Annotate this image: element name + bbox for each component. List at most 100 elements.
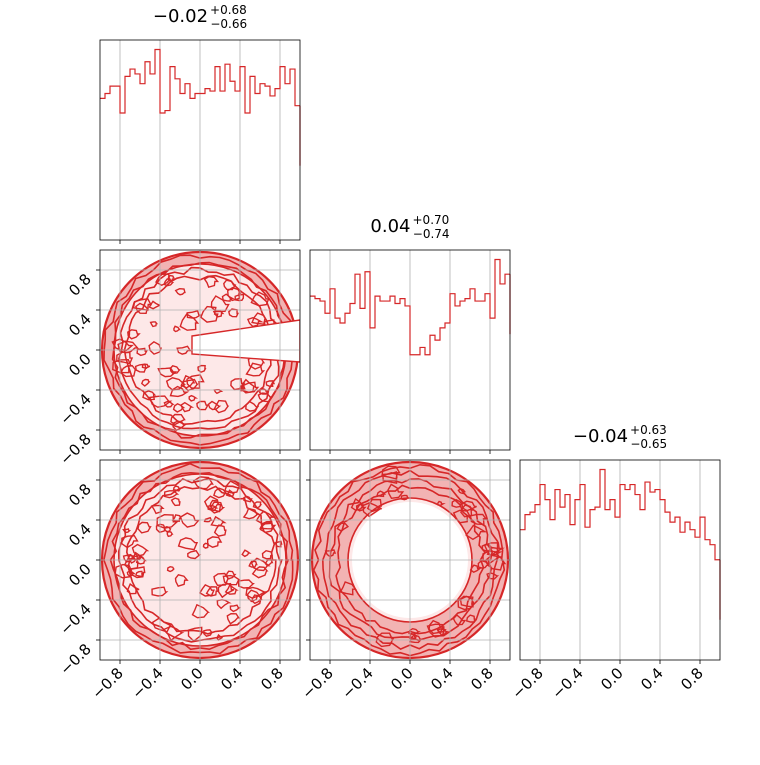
panel-title: −0.04 +0.63 −0.65 bbox=[573, 423, 667, 451]
contour-blob bbox=[122, 553, 136, 563]
contour-blob bbox=[324, 549, 337, 558]
y-tick-label: −0.4 bbox=[56, 390, 94, 428]
contour-blob bbox=[187, 549, 202, 560]
contour-line bbox=[103, 462, 294, 655]
contour-blob bbox=[465, 524, 488, 541]
contour-blob bbox=[203, 629, 214, 637]
contour-blob bbox=[339, 581, 357, 596]
contour-blob bbox=[129, 557, 138, 564]
y-tick-label: 0.0 bbox=[65, 560, 95, 590]
histogram-panel-1: 0.04 +0.70 −0.74 bbox=[309, 213, 511, 454]
contour-blob bbox=[205, 586, 219, 597]
title-value: −0.04 bbox=[573, 426, 628, 447]
contour-line bbox=[103, 254, 295, 446]
histogram-panel-2: −0.8 −0.4 0.0 0.4 0.8 −0.04 +0.63 −0.65 bbox=[508, 423, 721, 703]
contour-blob bbox=[376, 490, 387, 498]
contour-blob bbox=[486, 572, 500, 580]
contour-blob bbox=[170, 497, 181, 507]
contour-line bbox=[118, 266, 285, 430]
contour-blob bbox=[172, 485, 182, 492]
contour-blob bbox=[150, 504, 165, 515]
x-tick-label: 0.0 bbox=[597, 664, 627, 694]
contour-blob bbox=[210, 295, 230, 313]
contour-blob bbox=[245, 586, 267, 599]
contour-blob bbox=[134, 363, 147, 373]
contour-blob bbox=[177, 537, 199, 551]
contour-blob bbox=[252, 501, 263, 509]
contour-blob bbox=[182, 378, 199, 392]
contour-blob bbox=[250, 557, 271, 572]
contour-blob bbox=[163, 490, 180, 499]
contour-blob bbox=[179, 512, 201, 528]
x-tick-label: −0.8 bbox=[298, 664, 336, 702]
contour-panel-0: −0.8−0.4 0.0 0.4 0.8 bbox=[56, 249, 301, 469]
contour-blob bbox=[457, 488, 467, 495]
contour-blob bbox=[245, 400, 260, 412]
contour-blob bbox=[170, 413, 186, 426]
contour-line bbox=[125, 485, 277, 635]
histogram-step bbox=[310, 258, 510, 356]
contour-blob bbox=[213, 487, 228, 499]
title-lower-error: −0.66 bbox=[210, 17, 247, 31]
contour-blob bbox=[191, 603, 210, 619]
contour-blob bbox=[366, 498, 382, 513]
contour-blob bbox=[213, 524, 227, 537]
contour-blob bbox=[408, 634, 423, 644]
title-value: −0.02 bbox=[153, 6, 208, 27]
x-tick-label: 0.4 bbox=[217, 664, 247, 694]
contour-blob bbox=[241, 549, 252, 558]
contour-blob bbox=[362, 502, 382, 518]
contour-line bbox=[123, 274, 275, 426]
contour-blob bbox=[451, 498, 464, 508]
contour-blob bbox=[242, 507, 260, 520]
x-tick-label: 0.8 bbox=[257, 664, 287, 694]
contour-panel-1: −0.8 −0.4 0.0 0.4 0.8−0.8−0.40.00.40.8 bbox=[56, 459, 301, 703]
y-tick-label: 0.4 bbox=[65, 520, 95, 550]
y-tick-label: −0.4 bbox=[56, 600, 94, 638]
contour-blob bbox=[210, 515, 227, 527]
y-tick-label: 0.8 bbox=[65, 480, 95, 510]
contour-blob bbox=[149, 321, 159, 328]
contour-blob bbox=[225, 570, 237, 580]
y-tick-label: 0.0 bbox=[65, 350, 95, 380]
y-tick-label: 0.4 bbox=[65, 310, 95, 340]
contour-blob bbox=[483, 542, 505, 557]
contour-blob bbox=[192, 476, 214, 490]
y-tick-label: −0.8 bbox=[56, 430, 94, 468]
x-tick-label: 0.4 bbox=[427, 664, 457, 694]
x-tick-label: −0.4 bbox=[548, 664, 586, 702]
contour-blob bbox=[265, 380, 276, 388]
contour-blob bbox=[226, 612, 240, 625]
title-upper-error: +0.63 bbox=[630, 423, 667, 437]
contour-blob bbox=[188, 394, 199, 402]
contour-blob bbox=[436, 627, 449, 636]
contour-blob bbox=[203, 275, 220, 289]
contour-blob bbox=[469, 564, 482, 574]
contour-blob bbox=[259, 521, 275, 534]
contour-blob bbox=[247, 354, 266, 370]
contour-blob bbox=[173, 325, 181, 333]
contour-blob bbox=[186, 309, 203, 319]
contour-blob bbox=[213, 399, 230, 414]
x-tick-label: −0.4 bbox=[128, 664, 166, 702]
y-tick-label: −0.8 bbox=[56, 640, 94, 678]
contour-blob bbox=[452, 509, 472, 524]
contour-blob bbox=[176, 345, 192, 355]
contour-blob bbox=[129, 566, 146, 579]
contour-blob bbox=[212, 310, 225, 318]
x-tick-label: 0.4 bbox=[637, 664, 667, 694]
title-lower-error: −0.74 bbox=[413, 227, 450, 241]
contour-blob bbox=[131, 543, 150, 557]
contour-blob bbox=[224, 480, 244, 494]
contour-blob bbox=[217, 582, 235, 599]
contour-blob bbox=[163, 400, 175, 408]
contour-blob bbox=[203, 516, 213, 523]
contour-blob bbox=[226, 286, 242, 302]
contour-blob bbox=[223, 279, 237, 291]
y-tick-label: 0.8 bbox=[65, 270, 95, 300]
contour-blob bbox=[127, 329, 141, 340]
contour-blob bbox=[216, 633, 223, 641]
histogram-panel-0: −0.02 +0.68 −0.66 bbox=[99, 3, 301, 244]
contour-blob bbox=[137, 521, 152, 534]
contour-blob bbox=[261, 549, 273, 560]
